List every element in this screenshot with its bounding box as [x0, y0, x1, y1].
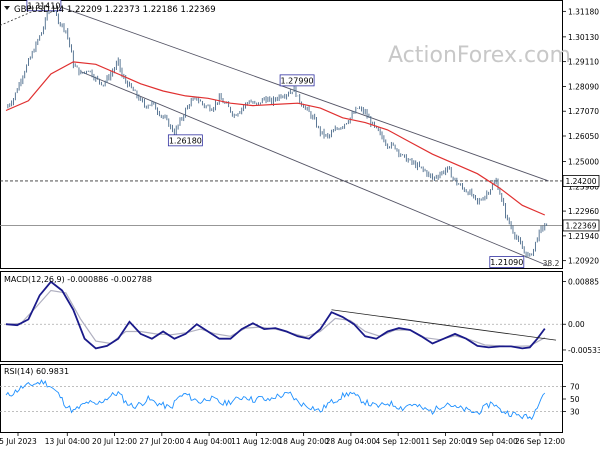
- macd-y-tick-label: -0.005334: [568, 346, 600, 355]
- axes-layer: 1.31180 1.30130 1.29110 1.28090 1.27070 1.260…: [0, 7, 600, 446]
- main-price-layer: 1.31410 1.26180 1.27990 1.21090 38.2: [0, 0, 562, 268]
- level-tag: 1.22369: [565, 221, 596, 230]
- macd-y-tick-label: 0.00: [568, 320, 585, 329]
- x-tick-label: 4 Aug 04:00: [186, 437, 232, 446]
- y-tick-label: 1.26050: [568, 132, 599, 141]
- y-tick-label: 1.30130: [568, 33, 599, 42]
- y-tick-label: 1.31180: [568, 7, 599, 16]
- x-tick-label: 11 Sep 20:00: [420, 437, 470, 446]
- channel-upper-line: [50, 3, 549, 182]
- price-label-box: [26, 0, 62, 12]
- x-tick-label: 4 Sep 12:00: [376, 437, 422, 446]
- rsi-info: RSI(14) 60.9831: [4, 367, 69, 376]
- macd-trendline: [331, 309, 557, 341]
- x-tick-label: 5 Jul 2023: [0, 437, 37, 446]
- rsi-y-tick-label: 50: [570, 395, 580, 404]
- y-tick-label: 1.21940: [568, 232, 599, 241]
- level-tag-box: [562, 219, 600, 232]
- price-label-box: [279, 74, 315, 87]
- level-tag: 1.24200: [565, 177, 596, 186]
- level-tag-box: [562, 175, 600, 187]
- y-tick-label: 1.25000: [568, 158, 599, 167]
- macd-layer: [0, 280, 562, 350]
- price-label: 1.31410: [27, 1, 60, 10]
- moving-average-line: [5, 61, 546, 216]
- x-tick-label: 27 Jul 20:00: [139, 437, 184, 446]
- rsi-y-tick-label: 70: [570, 383, 580, 392]
- macd-y-tick-label: 0.00885: [568, 278, 599, 287]
- x-tick-label: 28 Aug 04:00: [326, 437, 377, 446]
- trend-extension-line: [0, 3, 52, 26]
- price-label: 1.21090: [490, 258, 523, 267]
- price-label: 1.27990: [281, 76, 314, 85]
- macd-info: MACD(12,26,9) -0.000886 -0.002788: [4, 275, 152, 284]
- macd-pane-frame: [0, 271, 563, 362]
- y-tick-label: 1.29110: [568, 58, 599, 67]
- price-label: 1.26180: [169, 136, 202, 145]
- y-tick-label: 1.22960: [568, 207, 599, 216]
- x-tick-label: 19 Sep 04:00: [468, 437, 518, 446]
- price-label-box: [167, 134, 203, 147]
- watermark: ActionForex.com: [388, 43, 571, 68]
- x-tick-label: 11 Aug 12:00: [231, 437, 282, 446]
- main-pane-frame: [0, 0, 563, 269]
- candles-group: [7, 4, 548, 258]
- x-tick-label: 13 Jul 04:00: [45, 437, 90, 446]
- y-tick-label: 1.28090: [568, 82, 599, 91]
- rsi-pane-frame: [0, 364, 563, 433]
- rsi-line: [5, 379, 546, 421]
- x-tick-label: 26 Sep 12:00: [515, 437, 565, 446]
- rsi-layer: [0, 379, 562, 421]
- rsi-y-tick-label: 30: [570, 407, 580, 416]
- price-label-box: [489, 256, 525, 268]
- y-tick-label: 1.20920: [568, 257, 599, 266]
- macd-line: [5, 280, 546, 350]
- symbol-info: GBPUSD,H4 1.22209 1.22373 1.22186 1.2236…: [14, 5, 216, 15]
- symbol-dropdown-icon[interactable]: [4, 6, 10, 10]
- x-tick-label: 18 Aug 20:00: [278, 437, 329, 446]
- fibo-side-text: 38.2: [543, 259, 560, 268]
- x-tick-label: 20 Jul 12:00: [92, 437, 137, 446]
- macd-signal-line: [5, 289, 546, 348]
- y-tick-label: 1.27070: [568, 107, 599, 116]
- channel-lower-line: [80, 71, 549, 267]
